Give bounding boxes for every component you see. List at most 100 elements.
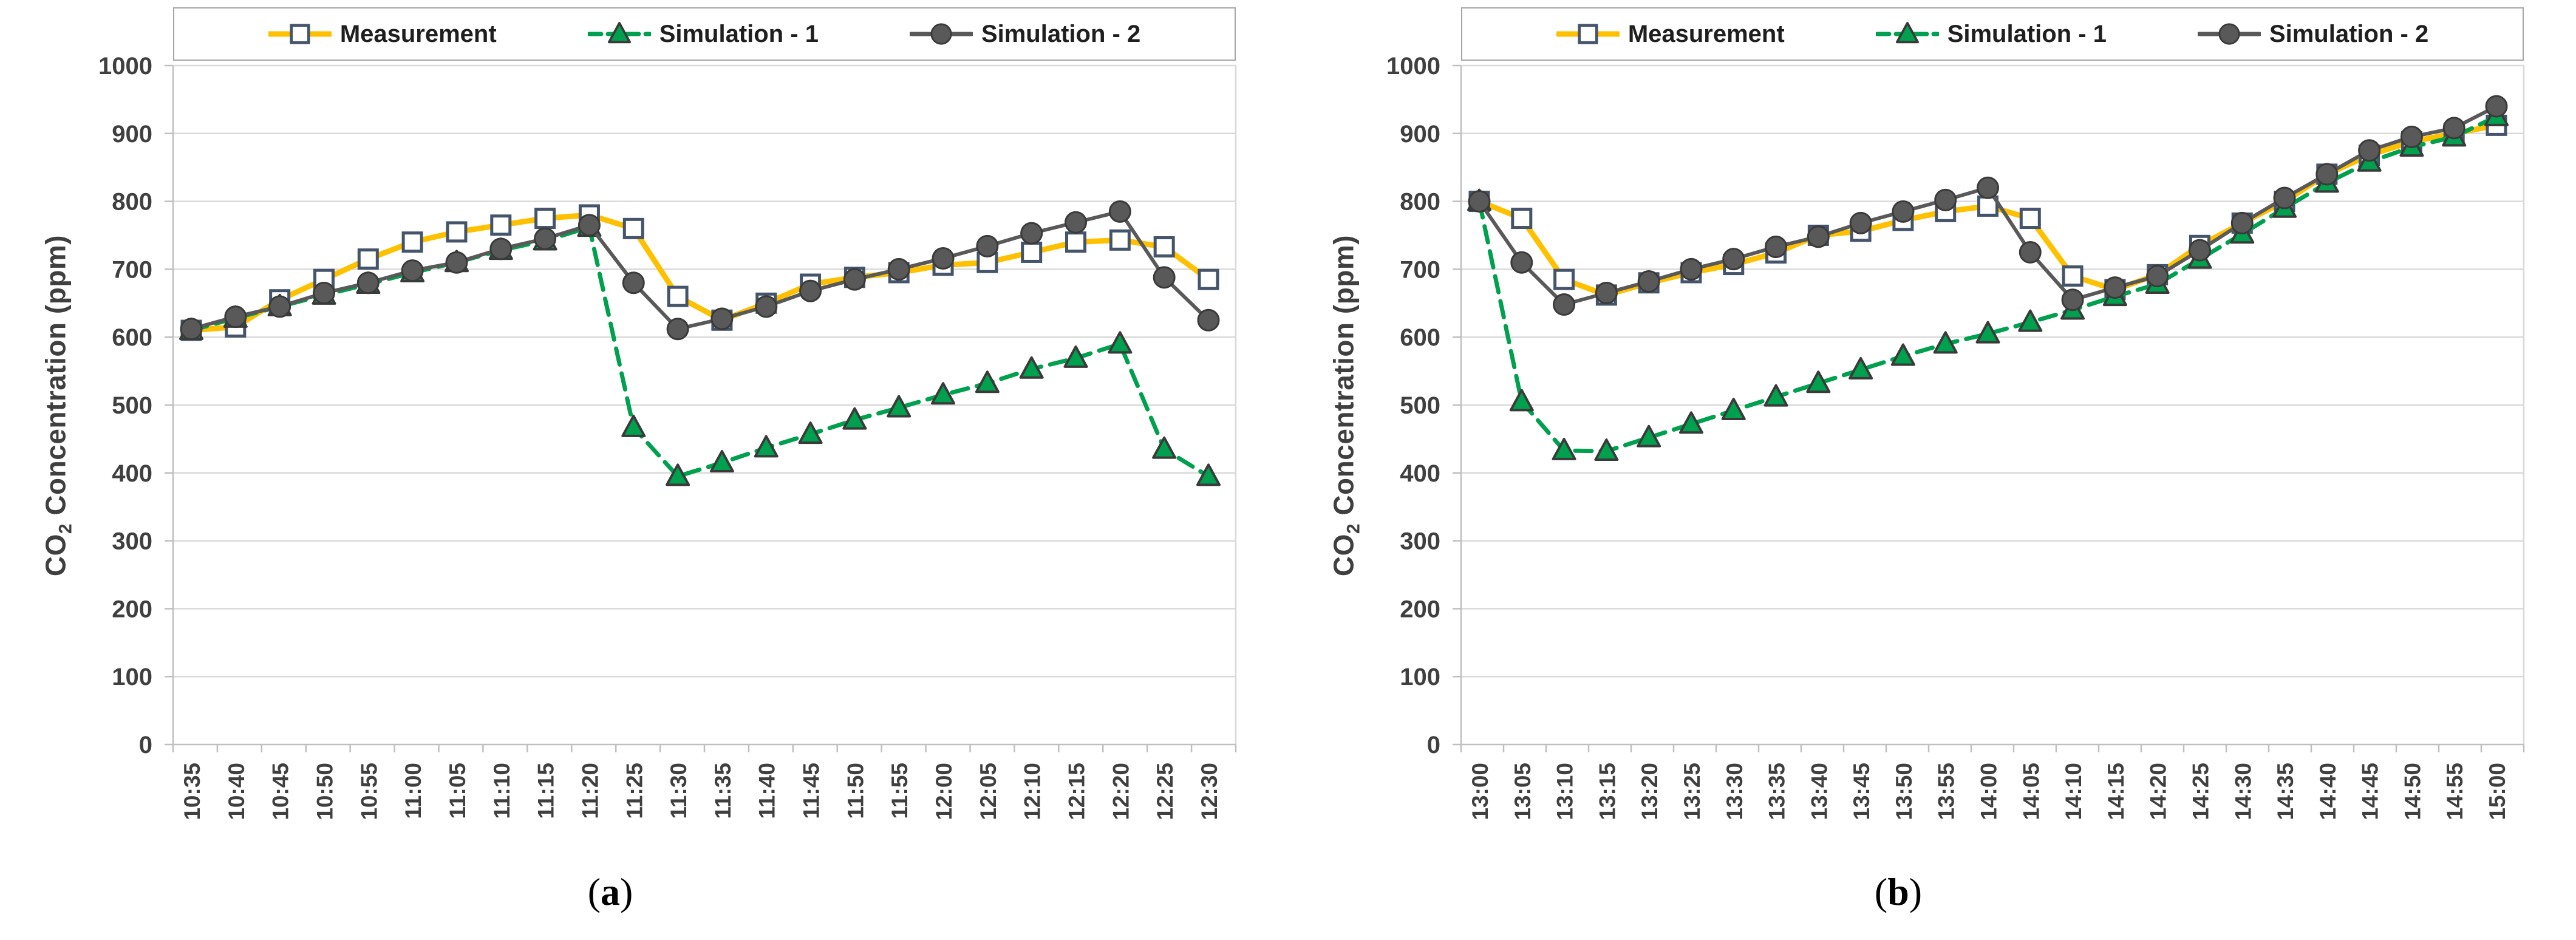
circle-marker-icon	[1553, 293, 1576, 316]
circle-marker-icon	[224, 305, 247, 329]
circle-marker-icon	[2273, 186, 2296, 209]
chart-panel-a: CO2 Concentration (ppm) Measurement Simul…	[40, 7, 1237, 914]
x-tick-label: 13:05	[1510, 763, 1535, 820]
square-marker-icon	[1021, 241, 1043, 263]
circle-marker-icon	[1680, 257, 1703, 281]
circle-marker-icon	[1765, 236, 1788, 259]
circle-marker-icon	[2019, 240, 2042, 264]
triangle-marker-icon	[1063, 345, 1088, 368]
series-simulation-2	[1468, 95, 2508, 316]
legend-item-measurement: Measurement	[268, 21, 497, 48]
circle-marker-icon	[1197, 308, 1220, 332]
y-tick-label: 100	[112, 664, 152, 690]
x-axis-tick-labels: 10:35 10:40 10:45 10:50 10:55 11:00 11:05 11:10…	[180, 763, 1222, 820]
legend-triangle-marker-icon	[587, 22, 651, 44]
square-marker-icon	[290, 24, 310, 44]
x-tick-label: 14:30	[2230, 763, 2255, 820]
x-tick-label: 12:00	[932, 763, 956, 820]
triangle-marker-icon	[1152, 436, 1177, 459]
x-tick-label: 14:10	[2061, 763, 2086, 820]
circle-marker-icon	[534, 227, 557, 250]
legend-square-marker-icon	[268, 24, 332, 44]
x-tick-label: 13:45	[1849, 763, 1874, 820]
x-tick-label: 11:05	[445, 763, 470, 819]
x-tick-label: 11:20	[578, 763, 602, 819]
x-tick-label: 12:30	[1197, 763, 1222, 820]
x-tick-label: 11:25	[622, 763, 647, 819]
y-tick-label: 400	[112, 460, 152, 487]
x-tick-label: 14:50	[2400, 763, 2425, 820]
circle-marker-icon	[666, 318, 689, 341]
y-tick-label: 700	[1400, 256, 1440, 283]
triangle-marker-icon	[1849, 356, 1873, 380]
circle-marker-icon	[2104, 276, 2127, 299]
circle-marker-icon	[710, 307, 734, 330]
triangle-marker-icon	[1678, 411, 1703, 434]
y-tick-label: 900	[112, 121, 152, 148]
circle-marker-icon	[1849, 211, 1872, 234]
x-tick-label: 13:30	[1722, 763, 1747, 820]
triangle-marker-icon	[607, 22, 631, 44]
series-simulation-2	[180, 200, 1220, 341]
series-measurement	[1468, 114, 2507, 306]
circle-marker-icon	[489, 237, 513, 261]
x-tick-label: 12:20	[1108, 763, 1133, 820]
x-tick-label: 11:10	[489, 763, 514, 819]
triangle-marker-icon	[798, 421, 823, 444]
y-tick-label: 300	[112, 528, 152, 555]
circle-marker-icon	[1892, 200, 1915, 223]
triangle-marker-icon	[842, 407, 867, 430]
circle-marker-icon	[1637, 270, 1660, 293]
tick-marks	[1453, 64, 2525, 752]
x-tick-label: 13:20	[1637, 763, 1662, 820]
y-tick-label: 600	[112, 324, 152, 351]
triangle-marker-icon	[1594, 438, 1619, 461]
circle-marker-icon	[2442, 117, 2465, 140]
y-tick-label: 600	[1400, 324, 1440, 351]
square-marker-icon	[490, 214, 512, 236]
circle-marker-icon	[1065, 211, 1088, 234]
triangle-marker-icon	[1108, 331, 1133, 354]
x-tick-label: 13:10	[1553, 763, 1578, 820]
y-tick-label: 200	[112, 596, 152, 622]
gridlines	[173, 64, 1236, 678]
panel-a-caption: (a)	[588, 870, 633, 914]
square-marker-icon	[401, 231, 423, 253]
y-tick-label: 1000	[1386, 53, 1440, 80]
panel-b-caption: (b)	[1875, 870, 1922, 914]
triangle-marker-icon	[1975, 321, 2000, 344]
circle-marker-icon	[1020, 222, 1043, 245]
legend-label: Simulation - 2	[981, 20, 1141, 47]
triangle-marker-icon	[666, 463, 690, 486]
square-marker-icon	[1511, 208, 1533, 230]
circle-marker-icon	[2146, 265, 2169, 288]
circle-marker-icon	[180, 318, 203, 341]
x-tick-label: 13:35	[1765, 763, 1790, 820]
square-marker-icon	[357, 248, 379, 270]
legend-label: Measurement	[339, 20, 497, 47]
square-marker-icon	[622, 217, 644, 239]
series-simulation-1	[179, 214, 1221, 486]
x-tick-label: 11:50	[843, 763, 868, 819]
x-tick-label: 14:25	[2188, 763, 2213, 820]
circle-marker-icon	[2485, 95, 2508, 118]
x-tick-label: 12:15	[1065, 763, 1089, 820]
circle-marker-icon	[1108, 200, 1131, 223]
legend-label: Simulation - 1	[659, 20, 819, 47]
y-tick-label: 100	[1400, 664, 1440, 690]
triangle-marker-icon	[1806, 370, 1831, 393]
legend-square-marker-icon	[1556, 24, 1620, 44]
y-tick-label: 200	[1400, 596, 1440, 622]
square-marker-icon	[534, 208, 556, 230]
x-tick-label: 11:45	[799, 763, 824, 819]
circle-marker-icon	[2315, 163, 2339, 186]
circle-marker-icon	[1153, 266, 1176, 289]
x-tick-label: 13:50	[1892, 763, 1917, 820]
triangle-marker-icon	[709, 450, 734, 473]
square-marker-icon	[1553, 268, 1575, 290]
series-simulation-1	[1467, 103, 2509, 461]
y-tick-label: 0	[139, 732, 152, 758]
circle-marker-icon	[622, 271, 645, 295]
legend-item-simulation-1: Simulation - 1	[587, 20, 819, 48]
